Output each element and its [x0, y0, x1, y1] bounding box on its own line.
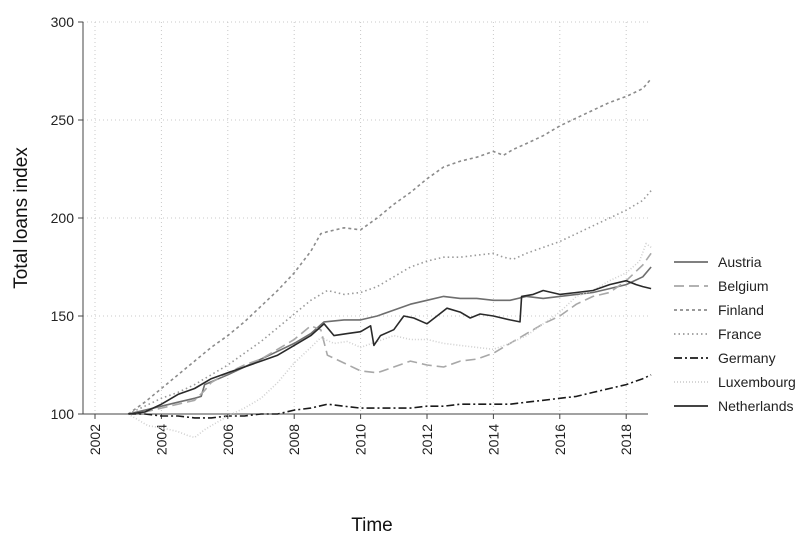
legend-label-luxembourg: Luxembourg [718, 374, 796, 390]
legend-label-france: France [718, 326, 762, 342]
y-tick-label: 100 [51, 406, 75, 422]
series-line-germany [128, 374, 652, 419]
legend-label-austria: Austria [718, 254, 762, 270]
series-lines [127, 78, 652, 439]
y-tick-label: 200 [51, 210, 75, 226]
x-tick-label: 2012 [419, 424, 435, 455]
legend: Austria Belgium Finland France Germany Luxemb… [674, 254, 796, 414]
series-line-finland [127, 78, 652, 415]
y-tick-label: 250 [51, 112, 75, 128]
y-tick-label: 150 [51, 308, 75, 324]
x-tick-label: 2010 [353, 424, 369, 455]
x-tick-label: 2002 [87, 424, 103, 455]
series-line-austria [128, 266, 652, 415]
series-line-belgium [128, 252, 652, 415]
x-tick-label: 2004 [153, 424, 169, 455]
grid-lines [83, 21, 648, 415]
y-tick-labels: 100 150 200 250 300 [51, 14, 75, 422]
series-line-france [127, 190, 652, 415]
x-axis-title: Time [351, 515, 393, 536]
x-tick-label: 2008 [286, 424, 302, 455]
legend-label-germany: Germany [718, 350, 776, 366]
x-tick-label: 2014 [485, 424, 501, 455]
y-tick-label: 300 [51, 14, 75, 30]
x-tick-label: 2006 [220, 424, 236, 455]
x-tick-label: 2018 [618, 424, 634, 455]
series-line-netherlands [128, 279, 652, 415]
legend-label-finland: Finland [718, 302, 764, 318]
x-tick-label: 2016 [552, 424, 568, 455]
x-tick-labels: 2002 2004 2006 2008 2010 2012 2014 2016 2018 [87, 424, 634, 455]
y-axis-title: Total loans index [11, 147, 32, 289]
axes [78, 21, 648, 419]
legend-label-belgium: Belgium [718, 278, 769, 294]
series-line-luxembourg [127, 242, 652, 439]
legend-label-netherlands: Netherlands [718, 398, 794, 414]
